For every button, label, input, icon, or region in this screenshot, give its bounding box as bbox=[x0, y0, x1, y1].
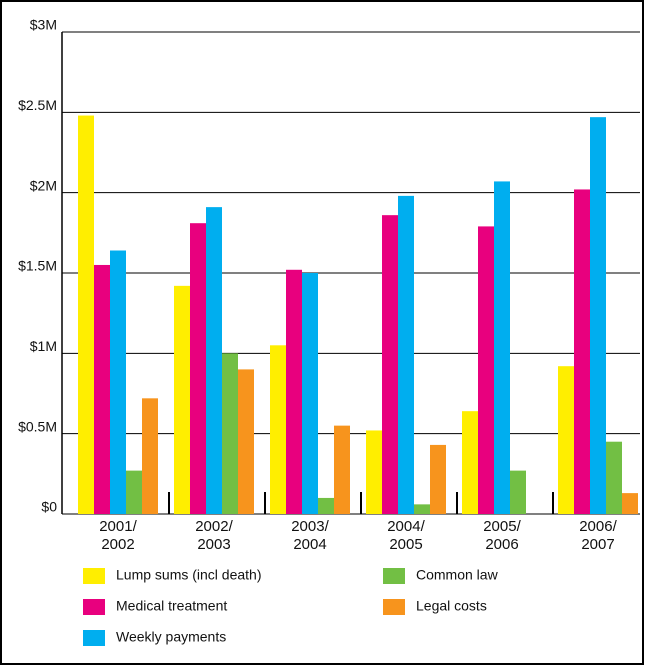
legend-label: Legal costs bbox=[416, 598, 487, 614]
bar bbox=[398, 195, 414, 514]
bar bbox=[238, 369, 254, 514]
legend-label: Medical treatment bbox=[116, 598, 227, 614]
bar bbox=[462, 411, 478, 514]
bar bbox=[78, 115, 94, 515]
x-tick-label: 2001/ 2002 bbox=[99, 518, 137, 553]
legend-swatch bbox=[383, 599, 405, 615]
bar bbox=[206, 207, 222, 515]
bar bbox=[334, 425, 350, 514]
y-tick-label: $3M bbox=[30, 17, 57, 33]
bar bbox=[622, 493, 638, 514]
y-tick-label: $2.5M bbox=[18, 97, 57, 113]
legend-swatch bbox=[83, 630, 105, 646]
legend-label: Common law bbox=[416, 567, 499, 583]
bar bbox=[286, 269, 302, 514]
bar bbox=[430, 444, 446, 514]
bar bbox=[190, 223, 206, 514]
y-tick-label: $1M bbox=[30, 338, 57, 354]
bar bbox=[574, 189, 590, 514]
bar bbox=[126, 470, 142, 514]
bar bbox=[494, 181, 510, 515]
x-tick-label: 2006/ 2007 bbox=[579, 518, 617, 553]
bar bbox=[222, 353, 238, 514]
bar bbox=[302, 273, 318, 514]
y-tick-label: $2M bbox=[30, 177, 57, 193]
bar bbox=[590, 117, 606, 515]
legend-label: Weekly payments bbox=[116, 629, 226, 645]
bar bbox=[318, 497, 334, 514]
bar bbox=[110, 250, 126, 515]
legend-swatch bbox=[83, 599, 105, 615]
bar bbox=[414, 504, 430, 514]
bar bbox=[606, 441, 622, 514]
bar bbox=[478, 226, 494, 514]
bar bbox=[366, 430, 382, 514]
y-tick-label: $1.5M bbox=[18, 258, 57, 274]
bar bbox=[142, 398, 158, 514]
y-tick-label: $0.5M bbox=[18, 418, 57, 434]
bar bbox=[94, 264, 110, 514]
bar bbox=[174, 285, 190, 514]
x-tick-label: 2002/ 2003 bbox=[195, 518, 233, 553]
legend-swatch bbox=[383, 568, 405, 584]
x-tick-label: 2003/ 2004 bbox=[291, 518, 329, 553]
legend-swatch bbox=[83, 568, 105, 584]
y-tick-label: $0 bbox=[41, 499, 57, 515]
legend-label: Lump sums (incl death) bbox=[116, 567, 262, 583]
x-tick-label: 2004/ 2005 bbox=[387, 518, 425, 553]
bar bbox=[558, 366, 574, 514]
bar bbox=[270, 345, 286, 514]
x-tick-label: 2005/ 2006 bbox=[483, 518, 521, 553]
bar bbox=[382, 215, 398, 514]
bar bbox=[510, 470, 526, 514]
